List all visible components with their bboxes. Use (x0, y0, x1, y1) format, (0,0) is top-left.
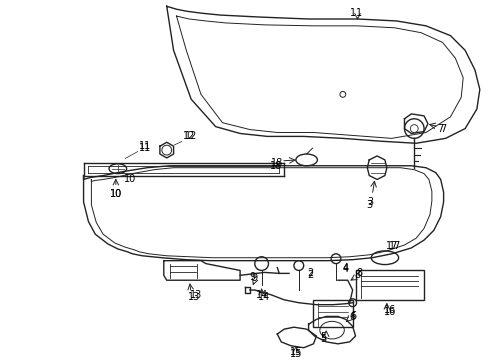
Text: 8: 8 (354, 270, 361, 280)
Text: 15: 15 (290, 348, 302, 359)
Text: 16: 16 (384, 307, 396, 316)
Text: 2: 2 (307, 269, 314, 278)
Text: 16: 16 (384, 305, 396, 315)
Text: 11: 11 (139, 141, 151, 151)
Text: 3: 3 (366, 200, 372, 210)
Text: 12: 12 (185, 131, 197, 141)
Text: 4: 4 (343, 265, 349, 274)
Text: 4: 4 (343, 262, 349, 273)
Text: 1: 1 (349, 8, 356, 18)
Text: 13: 13 (188, 292, 200, 302)
Text: 6: 6 (349, 312, 356, 323)
Text: 14: 14 (255, 290, 268, 300)
Text: 12: 12 (183, 131, 196, 141)
Bar (314, 300, 353, 327)
Text: 5: 5 (320, 332, 326, 342)
Text: 11: 11 (139, 143, 151, 153)
Text: 8: 8 (356, 269, 363, 278)
Text: 15: 15 (290, 347, 302, 357)
Text: 18: 18 (271, 158, 283, 168)
Text: 17: 17 (386, 241, 398, 251)
Text: 18: 18 (270, 161, 282, 171)
Text: 10: 10 (110, 189, 122, 199)
Bar (356, 270, 424, 300)
Text: 2: 2 (307, 270, 314, 280)
Text: 1: 1 (356, 8, 363, 18)
Text: 9: 9 (250, 272, 256, 282)
Text: 7: 7 (438, 123, 444, 134)
Text: 5: 5 (320, 334, 326, 344)
Text: 9: 9 (252, 273, 258, 283)
Text: 10: 10 (110, 189, 122, 199)
Text: 3: 3 (367, 197, 373, 207)
Text: 10: 10 (124, 174, 137, 184)
Text: 14: 14 (258, 292, 270, 302)
Text: 7: 7 (441, 123, 447, 134)
Text: 13: 13 (190, 290, 202, 300)
Text: 17: 17 (389, 241, 401, 251)
Text: 6: 6 (350, 311, 357, 321)
